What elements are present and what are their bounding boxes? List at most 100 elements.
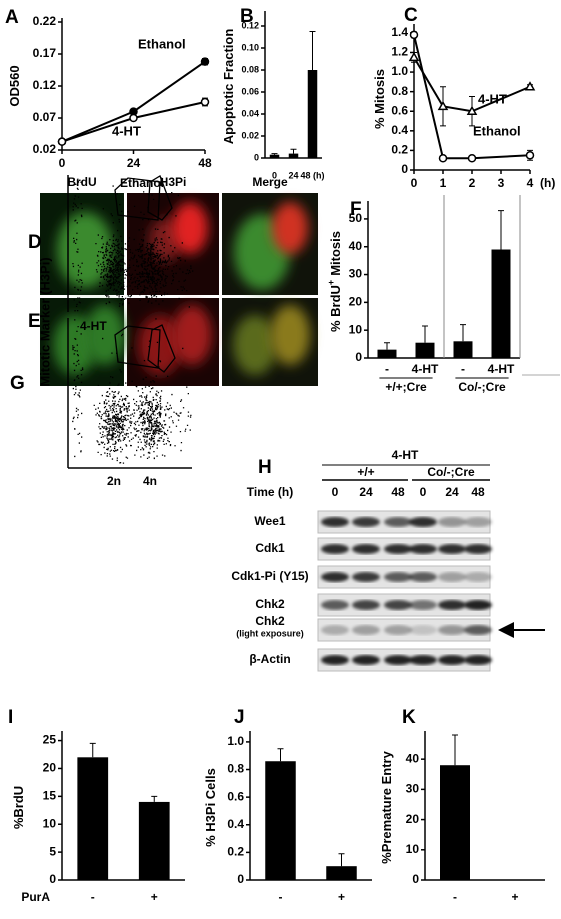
x-tick-label: 24 [288, 170, 298, 180]
x-tick-label: - [461, 362, 465, 376]
blot-band [438, 655, 466, 665]
x-tick-label: 4-HT [488, 362, 515, 376]
blot-band [384, 544, 412, 554]
y-tick-label: 0 [49, 872, 56, 886]
bar [491, 249, 511, 358]
y-tick-label: 10 [43, 816, 57, 830]
error-bar [309, 31, 316, 70]
y-tick-label: 0.4 [391, 123, 408, 137]
panel-letter: B [240, 6, 254, 27]
y-tick-label: 0 [254, 152, 259, 162]
blot-band [464, 517, 492, 527]
y-tick-label: 1.0 [227, 734, 244, 748]
blot-band [409, 625, 437, 635]
blot-time: 24 [445, 485, 459, 499]
bar [415, 342, 435, 358]
panel-letter: A [5, 7, 19, 28]
panel-letter: H [258, 457, 272, 478]
x-tick-label: 0 [411, 176, 418, 190]
error-bar [271, 153, 278, 155]
y-axis-label-sup: + [326, 280, 336, 285]
x-tick-label: + [511, 890, 518, 904]
blot-time: 48 [471, 485, 485, 499]
marker [200, 97, 210, 107]
y-tick-label: 5 [49, 844, 56, 858]
y-tick-label: 0.02 [33, 142, 57, 156]
blot-time: 0 [332, 485, 339, 499]
series-label: Ethanol [473, 123, 521, 138]
flow-x-tick: 2n [107, 474, 121, 488]
y-tick-label: 30 [406, 782, 420, 796]
x-tick-label: 48 [198, 156, 212, 170]
marker [467, 153, 477, 163]
panel-letter: J [234, 707, 245, 728]
blot-band [352, 572, 380, 582]
blot-band [438, 625, 466, 635]
marker [524, 81, 536, 91]
x-axis-label: PurA [21, 890, 50, 904]
blot-band [438, 517, 466, 527]
y-tick-label: 1.4 [391, 25, 408, 39]
y-axis-label: Apoptotic Fraction [221, 29, 236, 145]
x-tick-label: 0 [59, 156, 66, 170]
blot-band [321, 572, 349, 582]
blot-time-label: Time (h) [247, 485, 293, 499]
panel-letter: I [8, 707, 13, 728]
bar [377, 349, 397, 358]
y-tick-label: 0.12 [241, 20, 259, 30]
micro-column-label: BrdU [67, 175, 96, 189]
y-tick-label: 0 [412, 872, 419, 886]
blot-row-label: Cdk1-Pi (Y15) [231, 569, 308, 583]
marker [437, 100, 449, 111]
series-label: Ethanol [138, 36, 186, 51]
x-tick-label: + [151, 890, 158, 904]
micrographs [40, 193, 318, 386]
panel-letter: G [10, 373, 25, 394]
x-tick-label: - [385, 362, 389, 376]
blot-time: 0 [420, 485, 427, 499]
blot-band [409, 655, 437, 665]
marker [525, 151, 535, 160]
y-tick-label: 30 [349, 267, 363, 281]
y-axis-label-text: Apoptotic Fraction [221, 29, 236, 145]
y-tick-label: 15 [43, 789, 57, 803]
y-axis-label: % H3Pi Cells [203, 768, 218, 847]
bar [453, 341, 473, 358]
y-axis-label: % BrdU+ Mitosis [326, 231, 343, 332]
blot-band [464, 600, 492, 610]
group-label: Co/-;Cre [458, 380, 506, 394]
blot-band [409, 544, 437, 554]
blot-band [384, 572, 412, 582]
blot-band [321, 544, 349, 554]
x-tick-label: 24 [127, 156, 141, 170]
blot-band [384, 625, 412, 635]
blot-band [321, 600, 349, 610]
y-axis-label: %BrdU [11, 786, 26, 829]
error-bar [89, 742, 96, 758]
error-bar [422, 325, 428, 343]
x-tick-label: 4 [527, 176, 534, 190]
y-axis-label-text: % H3Pi Cells [203, 768, 218, 847]
blot-band [384, 517, 412, 527]
marker [408, 51, 420, 62]
bar [440, 765, 470, 880]
y-tick-label: 0.2 [391, 143, 408, 157]
error-bar [384, 342, 390, 350]
x-tick-label: - [91, 890, 95, 904]
blot-band [352, 544, 380, 554]
y-axis-label-text: OD560 [7, 65, 22, 106]
x-tick-label: 2 [469, 176, 476, 190]
y-tick-label: 0.6 [391, 103, 408, 117]
blot-band [464, 655, 492, 665]
flow-dots [72, 318, 192, 464]
x-tick-label: 4-HT [412, 362, 439, 376]
series-line [413, 56, 531, 113]
bar [138, 801, 170, 880]
blot-genotype: +/+ [357, 465, 374, 479]
blot-row-label: Chk2 [255, 597, 285, 611]
blot-time: 48 [391, 485, 405, 499]
y-tick-label: 0.07 [33, 110, 57, 124]
x-tick-label: - [453, 890, 457, 904]
marker [200, 57, 210, 66]
